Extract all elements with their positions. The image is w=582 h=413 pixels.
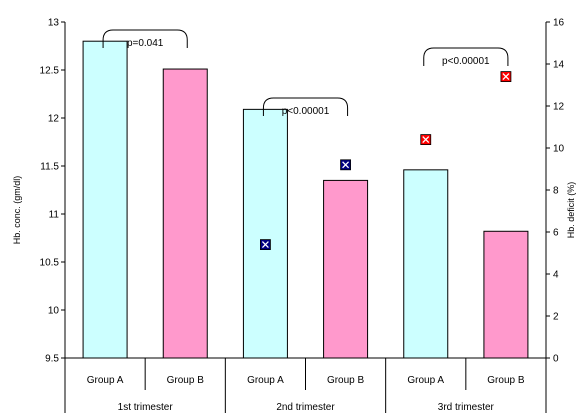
y2-tick-label: 16 <box>553 18 565 29</box>
y2-axis-ticks: 16 14 12 10 8 6 4 2 0 <box>546 18 565 365</box>
bar <box>242 108 288 359</box>
y2-tick-label: 6 <box>553 228 559 239</box>
marker-cross <box>502 73 510 81</box>
deficit-marker <box>500 71 512 82</box>
marker-cross <box>261 241 269 249</box>
deficit-marker <box>260 239 271 251</box>
y2-tick-label: 0 <box>553 354 559 365</box>
marker-cross <box>342 161 350 169</box>
category-labels: Group A Group B Group A Group B Group A Group… <box>87 375 525 386</box>
significance-bracket <box>423 47 509 66</box>
category-label: Group A <box>87 375 124 386</box>
deficit-marker <box>420 134 432 146</box>
bar <box>323 179 369 359</box>
category-label: Group A <box>407 375 444 386</box>
y-axis-ticks: 13 12.5 12 11.5 11 10.5 10 9.5 <box>40 18 65 365</box>
y2-axis-title: Hb. deficit (%) <box>566 182 576 239</box>
y2-tick-label: 4 <box>553 270 559 281</box>
group-label: 1st trimester <box>118 402 174 413</box>
p-value-annotation: p<0.00001 <box>442 56 490 67</box>
y-tick-label: 11.5 <box>40 162 59 173</box>
bar <box>162 68 208 359</box>
y-tick-label: 10 <box>48 306 60 317</box>
y-tick-label: 12.5 <box>40 66 60 77</box>
marker-cross <box>422 136 430 144</box>
y2-tick-label: 8 <box>553 186 559 197</box>
p-value-annotation: p<0.00001 <box>282 106 330 117</box>
group-label: 2nd trimester <box>276 402 335 413</box>
y-axis-title: Hb. conc. (gm/dl) <box>12 176 22 245</box>
y-tick-label: 10.5 <box>40 258 60 269</box>
category-label: Group B <box>327 375 365 386</box>
category-label: Group B <box>167 375 205 386</box>
y2-tick-label: 12 <box>553 102 565 113</box>
y2-tick-label: 2 <box>553 312 559 323</box>
group-labels: 1st trimester 2nd trimester 3rd trimester <box>118 402 495 413</box>
category-label: Group B <box>487 375 525 386</box>
deficit-marker <box>340 159 351 171</box>
y-tick-label: 9.5 <box>45 354 59 365</box>
category-label: Group A <box>247 375 284 386</box>
y-tick-label: 12 <box>48 114 60 125</box>
y-tick-label: 11 <box>49 210 60 221</box>
bar <box>483 230 529 359</box>
group-label: 3rd trimester <box>438 402 495 413</box>
bar <box>82 40 128 359</box>
significance-bracket <box>262 97 349 116</box>
marker-layer <box>260 71 512 251</box>
p-value-annotation: p=0.041 <box>127 38 164 49</box>
bar-layer <box>82 40 529 359</box>
bar <box>403 169 449 359</box>
y2-tick-label: 10 <box>553 144 565 155</box>
axes-frame <box>64 22 547 413</box>
significance-brackets: p=0.041 p<0.00001 p<0.00001 <box>102 29 509 117</box>
y-tick-label: 13 <box>48 18 60 29</box>
significance-bracket <box>102 29 188 48</box>
y2-tick-label: 14 <box>553 60 565 71</box>
